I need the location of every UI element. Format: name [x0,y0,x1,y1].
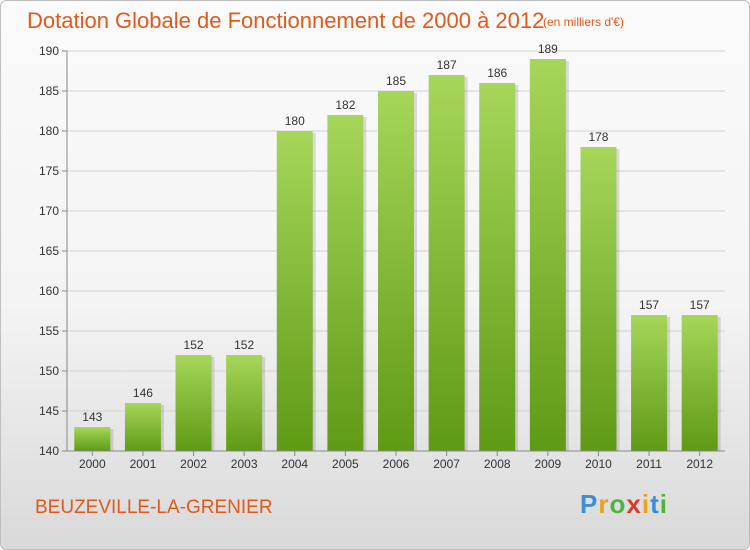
bar-2004 [276,131,313,451]
y-tick-label: 175 [39,164,59,178]
data-label: 157 [690,298,710,312]
data-label: 187 [437,58,457,72]
bar-2009 [529,59,566,451]
logo-letter: i [659,489,668,519]
y-tick-label: 160 [39,284,59,298]
bar-2008 [479,83,516,451]
logo-letter: o [609,489,627,519]
x-tick-label: 2003 [231,457,258,471]
bar-2011 [631,315,668,451]
data-label: 157 [639,298,659,312]
x-tick-label: 2005 [332,457,359,471]
data-label: 189 [538,42,558,56]
y-tick-label: 185 [39,84,59,98]
x-tick-label: 2008 [484,457,511,471]
axes [62,50,725,456]
y-tick-label: 190 [39,44,59,58]
data-label: 186 [487,66,507,80]
x-tick-label: 2004 [281,457,308,471]
labels: 140 145 150 155 160 165 170 175 180 185 190 143 2000… [39,42,713,471]
proxiti-logo: Proxiti [580,489,668,520]
data-label: 185 [386,74,406,88]
y-tick-label: 145 [39,404,59,418]
data-label: 146 [133,386,153,400]
bar-2005 [327,115,364,451]
logo-letter: i [641,489,651,519]
y-tick-label: 155 [39,324,59,338]
bar-2010 [580,147,617,451]
bar-2003 [226,355,263,451]
data-label: 152 [234,338,254,352]
bar-2000 [74,427,111,451]
data-label: 152 [184,338,204,352]
bars [74,59,721,451]
y-tick-label: 180 [39,124,59,138]
chart-title: Dotation Globale de Fonctionnement de 20… [27,8,545,33]
logo-letter: P [580,489,599,519]
logo-letter: r [598,489,610,519]
x-tick-label: 2001 [130,457,157,471]
x-tick-label: 2007 [433,457,460,471]
y-tick-label: 150 [39,364,59,378]
x-tick-label: 2002 [180,457,207,471]
x-tick-label: 2010 [585,457,612,471]
x-tick-label: 2011 [636,457,662,471]
x-tick-label: 2006 [383,457,410,471]
x-tick-label: 2012 [686,457,713,471]
chart-subtitle: (en milliers d'€) [543,15,624,29]
x-tick-label: 2000 [79,457,106,471]
y-tick-label: 170 [39,204,59,218]
bar-2012 [681,315,718,451]
logo-letter: x [626,489,642,519]
data-label: 182 [335,98,355,112]
y-tick-label: 140 [39,444,59,458]
data-label: 180 [285,114,305,128]
bar-2002 [175,355,212,451]
bar-2001 [124,403,161,451]
commune-name: BEUZEVILLE-LA-GRENIER [35,497,273,518]
logo-letter: t [650,489,660,519]
data-label: 178 [588,130,608,144]
bar-2006 [378,91,414,451]
bar-2007 [428,75,465,451]
x-tick-label: 2009 [534,457,561,471]
y-tick-label: 165 [39,244,59,258]
data-label: 143 [82,410,102,424]
